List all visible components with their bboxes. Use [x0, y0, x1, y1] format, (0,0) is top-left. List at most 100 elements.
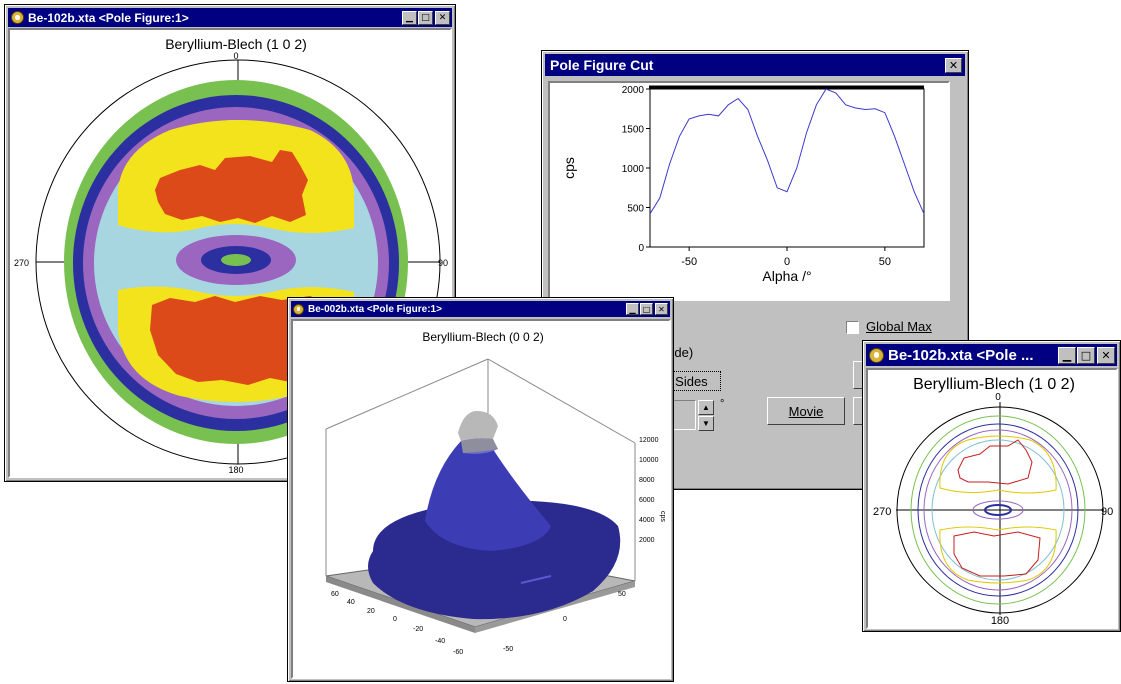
app-icon — [11, 11, 24, 24]
left-axis-tick: 60 — [331, 591, 339, 598]
y-tick-label: 2000 — [622, 85, 645, 96]
movie-button[interactable]: Movie — [767, 397, 845, 425]
contour-line-lightblue — [931, 439, 1065, 581]
surface-brim — [368, 500, 621, 620]
movie-button-label: Movie — [788, 403, 824, 419]
angle-label-left: 270 — [14, 258, 29, 268]
series-line — [649, 88, 925, 215]
surface-peak — [425, 440, 551, 551]
y-tick-label: 1000 — [622, 164, 645, 175]
global-max-checkbox[interactable] — [846, 321, 859, 334]
left-axis-tick: 0 — [393, 616, 397, 623]
contour-line-yellow-top — [939, 435, 1057, 494]
global-max-label: Global Max — [866, 319, 932, 334]
close-button[interactable]: ✕ — [1097, 346, 1115, 364]
left-axis-tick: -20 — [413, 626, 423, 633]
contour-center-green — [221, 254, 251, 266]
box-edge — [487, 358, 636, 444]
close-button[interactable]: ✕ — [435, 10, 450, 25]
box-edge — [325, 358, 489, 430]
3d-window-title: Be-002b.xta <Pole Figure:1> — [308, 303, 442, 315]
minimize-icon: ▁ — [1062, 348, 1072, 362]
z-tick: 10000 — [639, 457, 659, 464]
pole-figure-cut-window: Pole Figure Cut ✕ 0 500 1000 1500 2000 -50 0 50… — [541, 50, 969, 490]
small-plot-area: Beryllium-Blech (1 0 2) 0 270 90 180 — [866, 368, 1118, 629]
pole-figure-3d-window: Be-002b.xta <Pole Figure:1> ▁ □ ✕ Beryll… — [287, 297, 674, 682]
left-axis-tick: -60 — [453, 649, 463, 656]
maximize-icon: □ — [642, 304, 651, 314]
cut-window-titlebar[interactable]: Pole Figure Cut ✕ — [545, 54, 965, 76]
3d-plot-title: Beryllium-Blech (0 0 2) — [422, 330, 543, 344]
close-button[interactable]: ✕ — [655, 303, 668, 315]
plot-frame — [649, 88, 925, 248]
minimize-icon: ▁ — [406, 12, 413, 23]
z-tick: 8000 — [639, 477, 655, 484]
pole-figure-window-small: Be-102b.xta <Pole ... ▁ □ ✕ Beryllium-Bl… — [862, 340, 1121, 632]
arrow-up-icon: ▲ — [702, 403, 710, 412]
contour-line-red-bottom — [953, 531, 1041, 577]
right-axis-tick: 50 — [618, 591, 626, 598]
close-icon: ✕ — [1101, 348, 1111, 362]
angle-label-right: 90 — [438, 258, 448, 268]
small-window-titlebar[interactable]: Be-102b.xta <Pole ... ▁ □ ✕ — [866, 344, 1117, 366]
contour-line-green — [910, 415, 1086, 605]
contour-line-navy — [917, 423, 1079, 597]
cut-window-title: Pole Figure Cut — [550, 57, 654, 73]
angle-label-top: 0 — [233, 51, 238, 61]
right-axis-tick: 0 — [563, 616, 567, 623]
contour-line-center-purple — [972, 500, 1024, 520]
maximize-icon: □ — [421, 12, 430, 23]
3d-plot-area: Beryllium-Blech (0 0 2) 12000 10000 8000… — [291, 319, 671, 679]
contour-line-red-top — [957, 439, 1033, 485]
spin-up-button[interactable]: ▲ — [698, 400, 714, 415]
left-axis-tick: 20 — [367, 608, 375, 615]
large-window-title: Be-102b.xta <Pole Figure:1> — [28, 10, 189, 25]
z-tick: 6000 — [639, 497, 655, 504]
y-tick-label: 500 — [627, 204, 644, 215]
small-plot-title: Beryllium-Blech (1 0 2) — [913, 376, 1075, 393]
angle-label-top: 0 — [995, 392, 1001, 403]
z-tick: 2000 — [639, 537, 655, 544]
z-tick: 4000 — [639, 517, 655, 524]
y-axis-label: cps — [561, 157, 577, 179]
left-axis-tick: 40 — [347, 599, 355, 606]
maximize-button[interactable]: □ — [640, 303, 653, 315]
surface-top — [458, 410, 498, 441]
left-axis-tick: -40 — [435, 638, 445, 645]
arrow-down-icon: ▼ — [702, 419, 710, 428]
surface-ridge — [520, 575, 552, 584]
contour-red-top — [155, 150, 308, 223]
angle-label-bottom: 180 — [228, 465, 243, 475]
app-icon — [293, 303, 304, 315]
minimize-button[interactable]: ▁ — [402, 10, 417, 25]
y-tick-label: 1500 — [622, 125, 645, 136]
pole-figure-3d-plot: Beryllium-Blech (0 0 2) 12000 10000 8000… — [325, 330, 666, 656]
x-tick-label: -50 — [681, 256, 697, 268]
minimize-button[interactable]: ▁ — [626, 303, 639, 315]
small-window-title: Be-102b.xta <Pole ... — [888, 346, 1034, 364]
contour-line-purple — [923, 429, 1073, 591]
right-axis-tick: -50 — [503, 646, 513, 653]
contour-line-center-navy — [984, 504, 1012, 516]
large-window-titlebar[interactable]: Be-102b.xta <Pole Figure:1> ▁ □ ✕ — [8, 8, 452, 27]
maximize-icon: □ — [1080, 348, 1092, 362]
angle-label-bottom: 180 — [991, 615, 1009, 627]
spin-down-button[interactable]: ▼ — [698, 416, 714, 431]
contour-line-yellow-bottom — [939, 526, 1057, 584]
close-icon: ✕ — [948, 58, 959, 72]
x-tick-label: 50 — [879, 256, 891, 268]
maximize-button[interactable]: □ — [1077, 346, 1095, 364]
minimize-button[interactable]: ▁ — [1058, 346, 1076, 364]
pole-figure-line-contour-plot: Beryllium-Blech (1 0 2) 0 270 90 180 — [873, 376, 1113, 627]
surface-band — [461, 438, 498, 453]
close-icon: ✕ — [658, 304, 665, 314]
angle-label-right: 90 — [1101, 506, 1113, 518]
y-tick-label: 0 — [638, 243, 644, 254]
plot-title: Beryllium-Blech (1 0 2) — [165, 36, 307, 52]
x-tick-label: 0 — [784, 256, 790, 268]
maximize-button[interactable]: □ — [418, 10, 433, 25]
3d-window-titlebar[interactable]: Be-002b.xta <Pole Figure:1> ▁ □ ✕ — [291, 301, 670, 317]
minimize-icon: ▁ — [629, 304, 636, 314]
pole-figure-cut-chart: 0 500 1000 1500 2000 -50 0 50 Alpha /° cps — [561, 85, 925, 284]
close-button[interactable]: ✕ — [945, 57, 962, 73]
